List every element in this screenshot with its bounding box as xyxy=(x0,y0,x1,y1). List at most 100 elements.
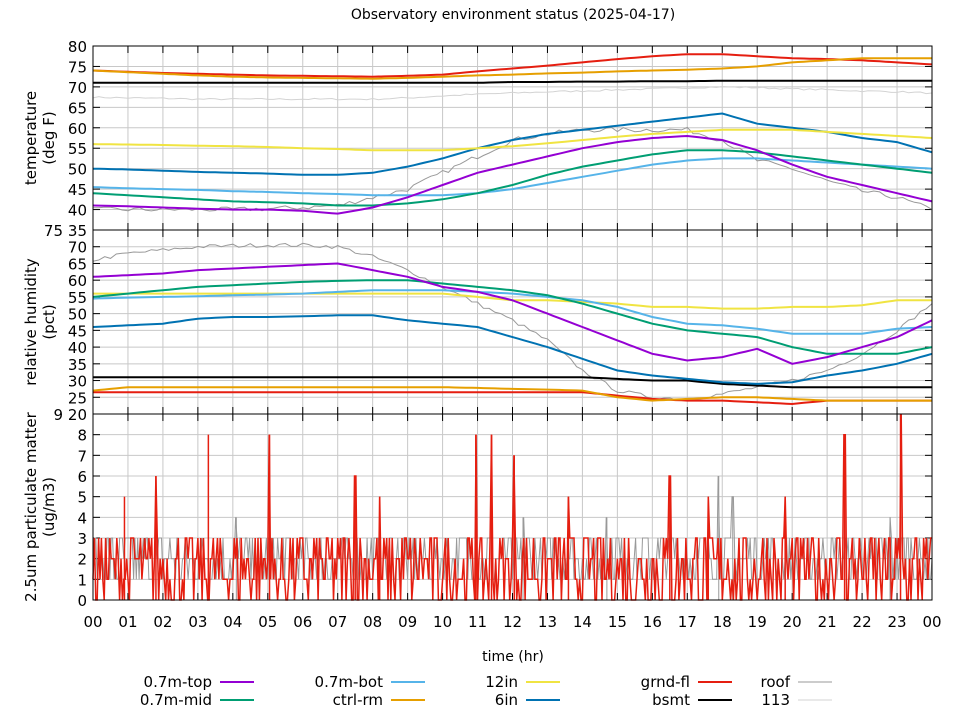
legend-item-0.7m-mid: 0.7m-mid xyxy=(140,691,254,709)
y-tick-label: 25 xyxy=(68,389,87,407)
y-tick-label: 80 xyxy=(68,38,87,56)
x-tick-label: 14 xyxy=(573,613,592,631)
y-tick-label: 50 xyxy=(68,306,87,324)
x-tick-label: 17 xyxy=(678,613,697,631)
x-tick-label: 02 xyxy=(153,613,172,631)
x-tick-label: 00 xyxy=(83,613,102,631)
series-line-ctrl-rm xyxy=(92,386,932,402)
y-tick-label: 50 xyxy=(68,161,87,179)
x-tick-label: 20 xyxy=(783,613,802,631)
legend-item-12in: 12in xyxy=(485,673,560,691)
y-tick-label: 7 xyxy=(77,447,87,465)
y-axis-label-line: 2.5um particulate matter xyxy=(22,411,40,601)
series-line-0.7m-mid xyxy=(92,149,933,207)
series-line-6in xyxy=(92,112,933,176)
y-tick-label: 4 xyxy=(77,509,87,527)
x-tick-label: 04 xyxy=(223,613,242,631)
legend-label: 12in xyxy=(485,673,518,691)
x-tick-label: 18 xyxy=(713,613,732,631)
series-line-0.7m-bot xyxy=(92,289,933,335)
legend-item-grnd-fl: grnd-fl xyxy=(641,673,732,691)
y-axis-label: relative humidity(pct) xyxy=(22,258,58,386)
series-line-113 xyxy=(92,85,933,101)
y-tick-label: 6 xyxy=(77,468,87,486)
y-axis-label-line: temperature xyxy=(22,91,40,185)
x-tick-label: 06 xyxy=(293,613,312,631)
x-tick-label: 23 xyxy=(887,613,906,631)
y-tick-label: 55 xyxy=(68,140,87,158)
series-line-6in xyxy=(92,314,933,385)
series-line-0.7m-bot xyxy=(92,157,933,197)
panel-1: 35 40 45 50 55 60 65 70 75 80 temperature(deg F) xyxy=(22,38,933,240)
y-tick-label: 70 xyxy=(68,239,87,257)
y-axis-label: temperature(deg F) xyxy=(22,91,58,185)
legend-item-roof: roof xyxy=(761,673,832,691)
y-axis-label-line: (ug/m3) xyxy=(40,477,58,537)
y-tick-label: 65 xyxy=(68,255,87,273)
y-tick-label: 35 xyxy=(68,222,87,240)
x-tick-label: 03 xyxy=(188,613,207,631)
y-tick-label: 45 xyxy=(68,322,87,340)
x-tick-label: 22 xyxy=(853,613,872,631)
series-line-roof xyxy=(92,242,933,401)
x-tick-label: 01 xyxy=(118,613,137,631)
series-line-ctrl-rm xyxy=(92,57,932,80)
y-tick-label: 9 xyxy=(53,406,63,424)
y-axis-label-line: (deg F) xyxy=(40,111,58,164)
x-tick-label: 07 xyxy=(328,613,347,631)
legend-item-bsmt: bsmt xyxy=(652,691,732,709)
series-line-grnd-fl xyxy=(92,53,933,78)
x-tick-label: 15 xyxy=(608,613,627,631)
y-axis-label-line: relative humidity xyxy=(22,258,40,386)
series-line-bsmt xyxy=(93,79,932,84)
y-tick-label: 75 xyxy=(44,222,63,240)
series-line-0.7m-top xyxy=(92,262,933,365)
x-tick-label: 21 xyxy=(818,613,837,631)
y-axis-label-line: (pct) xyxy=(40,304,58,339)
x-tick-label: 19 xyxy=(748,613,767,631)
legend-label: 0.7m-top xyxy=(144,673,212,691)
y-tick-label: 8 xyxy=(77,427,87,445)
y-tick-label: 75 xyxy=(68,58,87,76)
legend-item-0.7m-top: 0.7m-top xyxy=(144,673,254,691)
legend-label: 6in xyxy=(495,691,518,709)
y-axis-label: 2.5um particulate matter(ug/m3) xyxy=(22,411,58,601)
plot-frame xyxy=(92,413,933,601)
x-axis-label: time (hr) xyxy=(482,649,544,665)
x-tick-label: 13 xyxy=(538,613,557,631)
series-line-grnd-fl xyxy=(92,413,932,601)
x-tick-label: 08 xyxy=(363,613,382,631)
y-tick-label: 65 xyxy=(68,99,87,117)
series-line-12in xyxy=(92,128,933,152)
y-tick-label: 40 xyxy=(68,202,87,220)
y-tick-label: 1 xyxy=(77,571,87,589)
series-line-grnd-fl xyxy=(93,391,932,406)
legend-item-6in: 6in xyxy=(495,691,560,709)
legend-label: ctrl-rm xyxy=(333,691,383,709)
y-tick-label: 5 xyxy=(77,489,87,507)
y-tick-label: 20 xyxy=(68,406,87,424)
x-tick-label: 10 xyxy=(433,613,452,631)
y-tick-label: 60 xyxy=(68,120,87,138)
y-tick-label: 3 xyxy=(77,530,87,548)
y-tick-label: 0 xyxy=(77,592,87,610)
chart-title: Observatory environment status (2025-04-… xyxy=(351,7,675,23)
x-tick-label: 12 xyxy=(503,613,522,631)
x-tick-label: 16 xyxy=(643,613,662,631)
legend-label: 0.7m-bot xyxy=(315,673,384,691)
y-tick-label: 40 xyxy=(68,339,87,357)
legend-label: 0.7m-mid xyxy=(140,691,212,709)
legend-item-0.7m-bot: 0.7m-bot xyxy=(315,673,425,691)
series-line-0.7m-mid xyxy=(92,279,933,355)
legend-item-ctrl-rm: ctrl-rm xyxy=(333,691,425,709)
legend-label: roof xyxy=(761,673,791,691)
series-line-0.7m-top xyxy=(92,134,933,215)
series-line-bsmt xyxy=(93,376,932,389)
y-tick-label: 35 xyxy=(68,356,87,374)
y-tick-label: 55 xyxy=(68,289,87,307)
y-tick-label: 45 xyxy=(68,181,87,199)
